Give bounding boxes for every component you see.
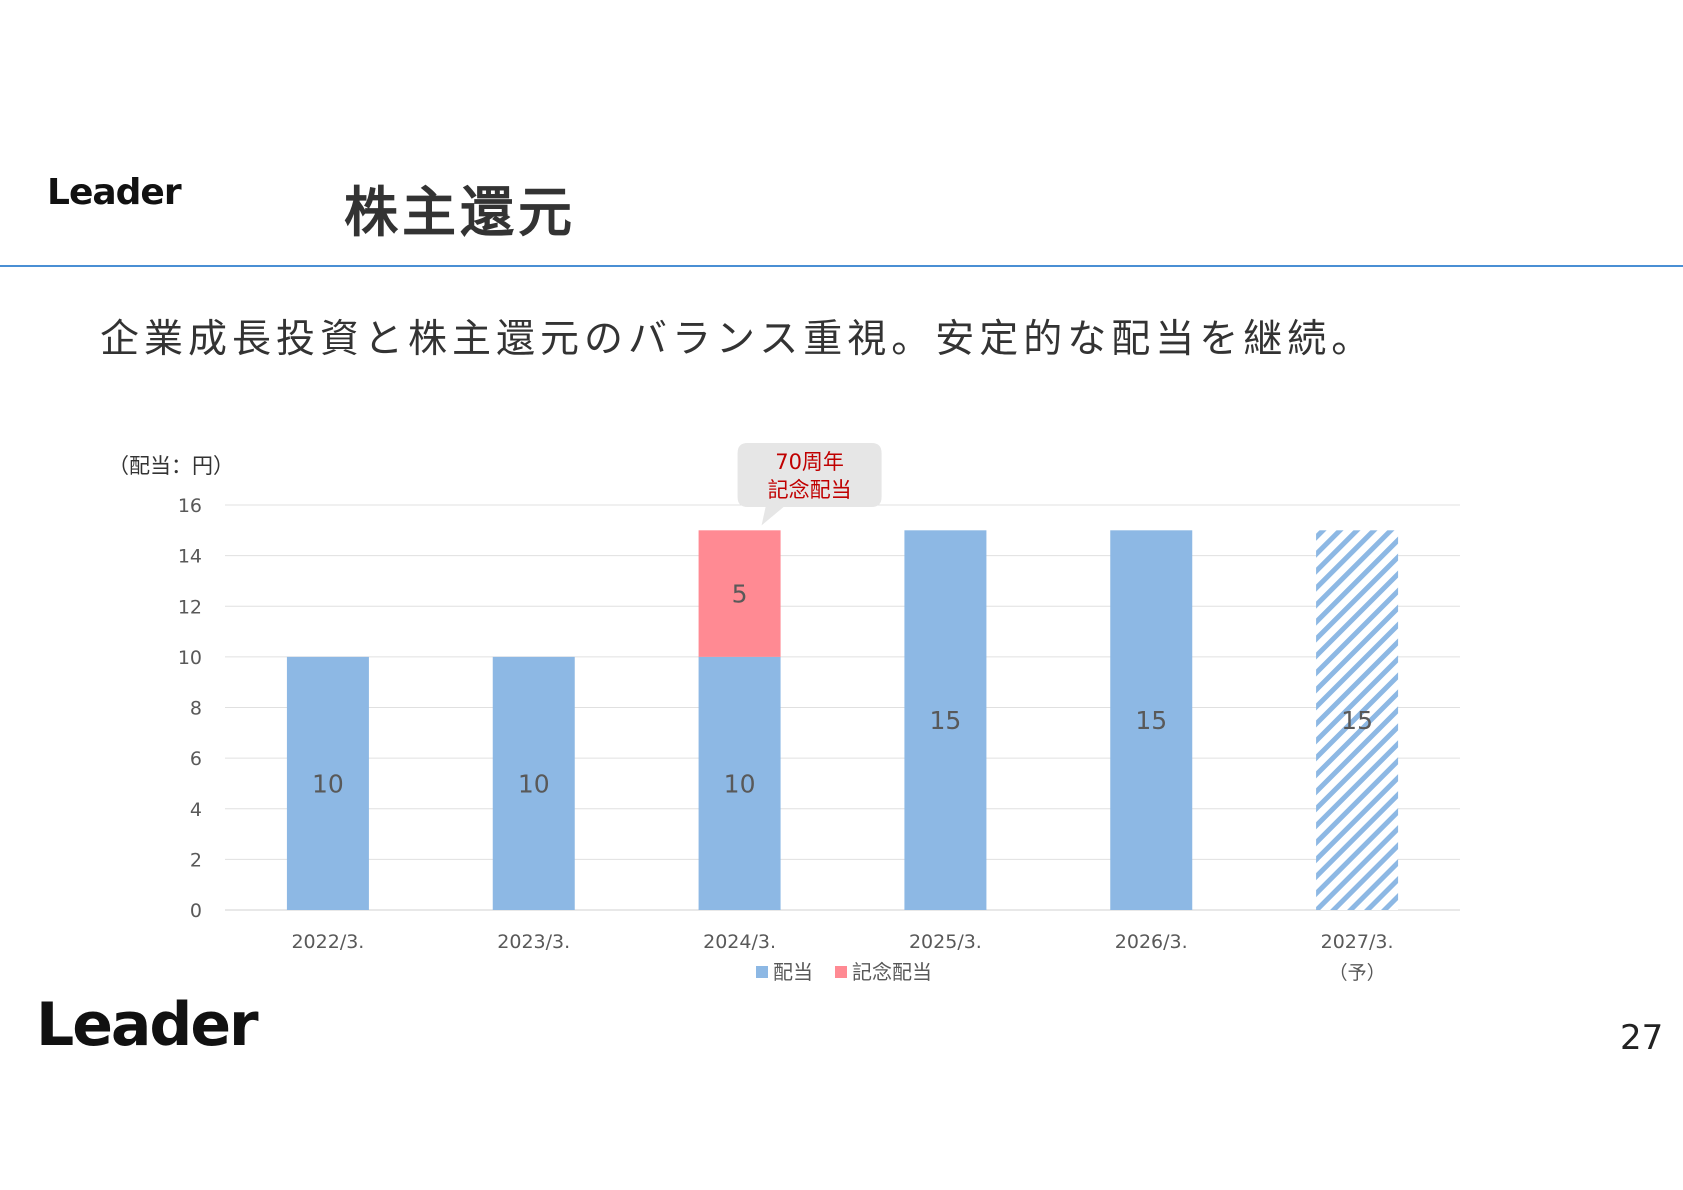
legend-swatch-commemorative [835, 966, 847, 978]
y-tick-label: 12 [178, 596, 202, 618]
y-tick-label: 8 [190, 698, 202, 720]
bar-data-label: 15 [930, 706, 962, 735]
y-tick-label: 6 [190, 748, 202, 770]
x-tick-label: 2026/3. [1115, 931, 1188, 953]
dividend-bar [698, 656, 781, 910]
legend-label: 配当 [773, 960, 813, 984]
bar-data-label: 10 [518, 769, 550, 798]
legend-swatch-dividend [756, 966, 768, 978]
page-title: 株主還元 [344, 181, 576, 244]
x-tick-label: 2022/3. [291, 931, 364, 953]
y-tick-label: 2 [190, 849, 202, 871]
bar-data-label: 10 [312, 769, 344, 798]
x-tick-label: 2024/3. [703, 931, 776, 953]
annotation-text: 記念配当 [768, 478, 852, 502]
y-unit-label: （配当：円） [108, 454, 234, 478]
x-tick-label: 2025/3. [909, 931, 982, 953]
bar-data-label: 5 [732, 580, 748, 609]
y-tick-label: 0 [190, 900, 202, 922]
bar-data-label: 15 [1135, 706, 1167, 735]
y-tick-label: 10 [178, 647, 202, 669]
leader-logo-header: Leader [47, 172, 182, 213]
x-tick-label: 2027/3. [1321, 931, 1394, 953]
annotation-text: 70周年 [775, 450, 844, 474]
annotation-callout-bubble [737, 443, 882, 526]
x-tick-label: 2023/3. [497, 931, 570, 953]
dividend-bar [904, 530, 987, 910]
dividend-bar [1110, 530, 1193, 910]
y-tick-label: 4 [190, 799, 202, 821]
legend-label: 記念配当 [852, 960, 932, 984]
commemorative-dividend-bar [698, 530, 781, 657]
header-divider [0, 265, 1683, 267]
page-number: 27 [1620, 1018, 1664, 1058]
forecast-dividend-bar [1316, 530, 1399, 910]
y-tick-label: 14 [178, 546, 202, 568]
dividend-bar [492, 656, 575, 910]
page-subtitle: 企業成長投資と株主還元のバランス重視。安定的な配当を継続。 [100, 317, 1376, 362]
bar-data-label: 10 [724, 769, 756, 798]
y-tick-label: 16 [178, 495, 202, 517]
dividend-bar [286, 656, 369, 910]
x-tick-label: （予） [1329, 962, 1386, 984]
bar-data-label: 15 [1341, 706, 1373, 735]
leader-logo-footer: Leader [36, 990, 259, 1060]
